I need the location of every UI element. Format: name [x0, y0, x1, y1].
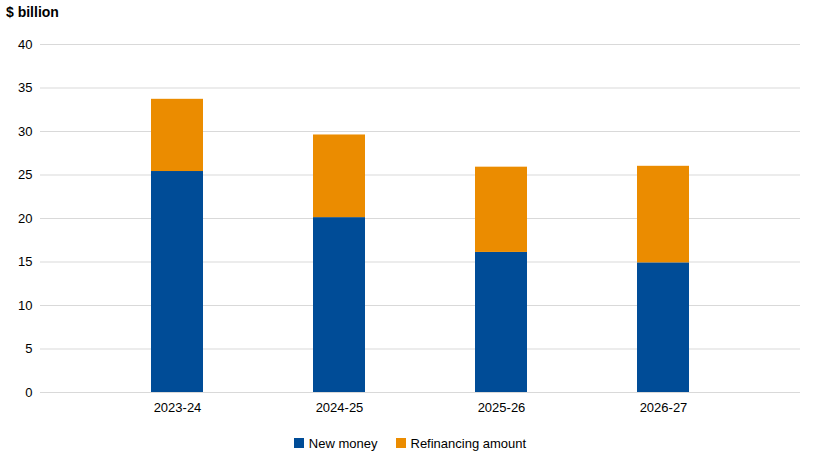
html-text:$ billion: $ billion	[6, 4, 59, 20]
svg-text:35: 35	[18, 80, 32, 95]
svg-text:25: 25	[18, 167, 32, 182]
svg-text:0: 0	[25, 385, 32, 400]
svg-text:40: 40	[18, 37, 32, 52]
svg-text:15: 15	[18, 254, 32, 269]
html-text:Refinancing amount: Refinancing amount	[410, 435, 527, 451]
svg-text:5: 5	[25, 341, 32, 356]
svg-text:2023-24: 2023-24	[154, 400, 202, 415]
svg-text:2026-27: 2026-27	[640, 400, 688, 415]
svg-text:30: 30	[18, 124, 32, 139]
svg-text:2025-26: 2025-26	[478, 400, 526, 415]
svg-text:10: 10	[18, 298, 32, 313]
svg-text:2024-25: 2024-25	[316, 400, 364, 415]
html-text:New money: New money	[308, 435, 378, 451]
svg-text:20: 20	[18, 211, 32, 226]
